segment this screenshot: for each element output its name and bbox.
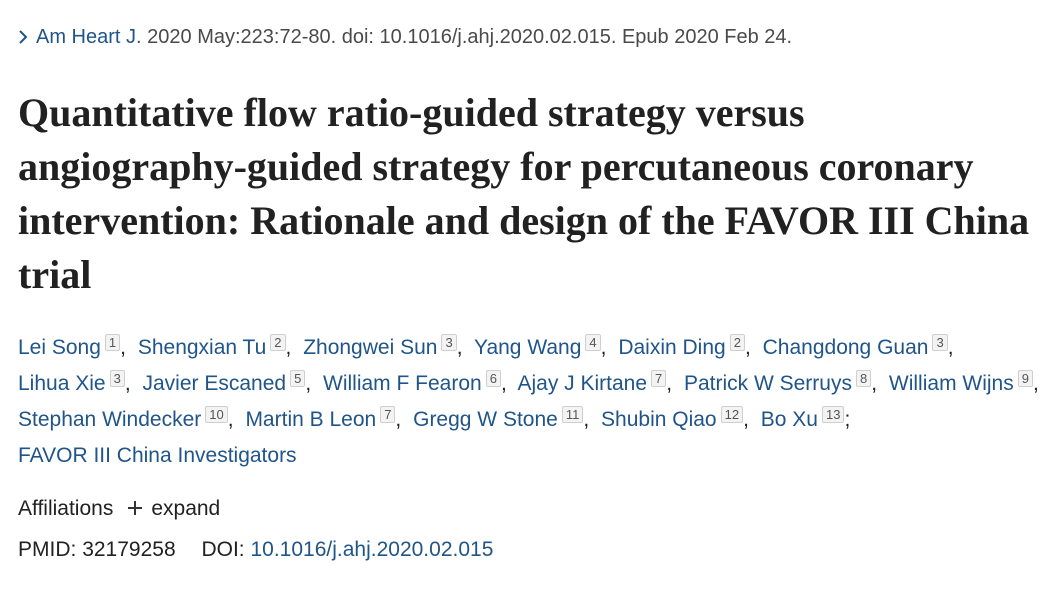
author-name[interactable]: Ajay J Kirtane [517, 372, 648, 395]
author-name[interactable]: Gregg W Stone [413, 408, 558, 431]
author-name[interactable]: Patrick W Serruys [683, 372, 852, 395]
affiliation-number[interactable]: 3 [109, 370, 125, 387]
author-name[interactable]: Daixin Ding [618, 336, 726, 359]
affiliation-number[interactable]: 7 [651, 370, 667, 387]
author-list: Lei Song 1, Shengxian Tu 2, Zhongwei Sun 3,… [18, 330, 1048, 474]
separator: , [395, 408, 402, 431]
separator: , [120, 336, 126, 359]
separator: , [744, 336, 751, 359]
affiliation-number[interactable]: 3 [441, 334, 457, 351]
author-name[interactable]: Zhongwei Sun [303, 336, 438, 359]
author: Daixin Ding 2, [618, 334, 756, 359]
author: Lei Song 1, [18, 334, 132, 359]
plus-icon[interactable] [127, 500, 143, 516]
author-name[interactable]: Stephan Windecker [18, 408, 202, 431]
author: Lihua Xie 3, [18, 370, 137, 395]
author: Stephan Windecker 10, [18, 406, 240, 431]
separator: , [124, 372, 131, 395]
affiliation-number[interactable]: 8 [855, 370, 872, 387]
author-name[interactable]: Bo Xu [760, 408, 818, 431]
separator: , [600, 336, 607, 359]
group-author[interactable]: FAVOR III China Investigators [18, 444, 297, 467]
affiliation-number[interactable]: 13 [822, 406, 845, 423]
separator: , [666, 372, 673, 395]
author-name[interactable]: Yang Wang [474, 336, 582, 359]
affiliation-number[interactable]: 12 [720, 406, 744, 423]
separator: , [500, 372, 507, 395]
separator: , [305, 372, 312, 395]
author-name[interactable]: Lihua Xie [18, 372, 106, 395]
affiliation-number[interactable]: 9 [1017, 370, 1033, 387]
author: William Wijns 9, [888, 370, 1045, 395]
affiliation-number[interactable]: 3 [932, 334, 948, 351]
affiliation-number[interactable]: 6 [485, 370, 501, 387]
author: Patrick W Serruys 8, [683, 370, 883, 395]
affiliation-number[interactable]: 2 [270, 334, 286, 351]
affiliations-label: Affiliations [18, 497, 114, 520]
affiliation-number[interactable]: 11 [561, 406, 584, 423]
author-name[interactable]: Shubin Qiao [601, 408, 717, 431]
author: Gregg W Stone 11, [413, 406, 595, 431]
pmid-label: PMID: [18, 538, 77, 561]
expand-toggle[interactable]: expand [151, 497, 221, 520]
author: William F Fearon 6, [323, 370, 513, 395]
separator: , [583, 408, 590, 431]
citation: Am Heart J. 2020 May:223:72-80. doi: 10.… [18, 26, 792, 49]
affiliation-number[interactable]: 1 [104, 334, 121, 351]
pmid: 32179258 [82, 538, 176, 561]
author-name[interactable]: William Wijns [888, 372, 1014, 395]
author-name[interactable]: Javier Escaned [142, 372, 287, 395]
author: Javier Escaned 5, [142, 370, 318, 395]
separator: , [947, 336, 954, 359]
author-name[interactable]: Martin B Leon [245, 408, 377, 431]
author: Shengxian Tu 2, [137, 334, 298, 359]
separator: , [1032, 372, 1039, 395]
separator: , [871, 372, 878, 395]
author: Shubin Qiao 12, [601, 406, 755, 431]
affiliations: Affiliations expand [18, 497, 220, 521]
separator: , [456, 336, 463, 359]
affiliation-number[interactable]: 4 [585, 334, 601, 351]
article-title: Quantitative flow ratio-guided strategy … [18, 90, 1030, 297]
separator: ; [844, 408, 851, 431]
author: Zhongwei Sun 3, [303, 334, 468, 359]
identifiers: PMID: 32179258 DOI: 10.1016/j.ahj.2020.0… [18, 538, 493, 562]
author: Changdong Guan 3, [762, 334, 960, 359]
author-name[interactable]: William F Fearon [323, 372, 482, 395]
citation-details: 2020 May:223:72-80. doi: 10.1016/j.ahj.2… [147, 26, 793, 48]
author-name[interactable]: Changdong Guan [762, 336, 929, 359]
author: Yang Wang 4, [474, 334, 612, 359]
author: Ajay J Kirtane 7, [517, 370, 678, 395]
author-name[interactable]: Shengxian Tu [137, 336, 267, 359]
affiliation-number[interactable]: 10 [205, 406, 228, 423]
doi-link[interactable]: 10.1016/j.ahj.2020.02.015 [250, 538, 494, 561]
affiliation-number[interactable]: 5 [290, 370, 306, 387]
author: Bo Xu 13; [760, 406, 857, 431]
affiliation-number[interactable]: 2 [729, 334, 745, 351]
author-name[interactable]: Lei Song [18, 336, 101, 359]
separator: , [285, 336, 292, 359]
chevron-icon [19, 30, 28, 44]
separator: , [227, 408, 234, 431]
doi-label: DOI: [201, 538, 245, 561]
separator: , [743, 408, 749, 431]
journal-link[interactable]: Am Heart J. [36, 26, 142, 48]
author: Martin B Leon 7, [245, 406, 407, 431]
affiliation-number[interactable]: 7 [380, 406, 396, 423]
